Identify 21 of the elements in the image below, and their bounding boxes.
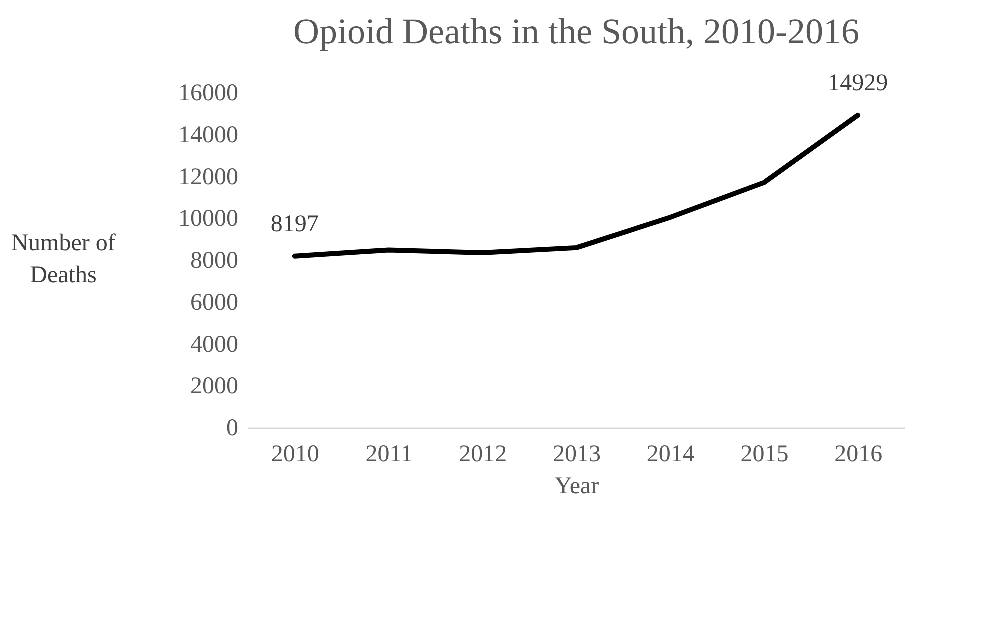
x-tick-label: 2011: [366, 442, 413, 468]
text: 14929: [828, 70, 888, 96]
x-tick-label: 2015: [740, 442, 789, 468]
x-tick-label: 2012: [459, 442, 508, 468]
x-axis-title: Year: [554, 474, 600, 500]
y-tick-label: 0: [226, 416, 238, 442]
y-tick-label: 6000: [190, 290, 238, 316]
x-tick-label: 2010: [271, 442, 320, 468]
chart-title: Opioid Deaths in the South, 2010-2016: [294, 11, 860, 52]
y-tick-label: 8000: [190, 248, 238, 274]
y-axis-title: Number of Deaths: [11, 230, 116, 288]
x-tick-label: 2016: [834, 442, 883, 468]
x-tick-label: 2013: [553, 442, 601, 468]
y-tick-label: 16000: [178, 80, 238, 106]
x-tick-label: 2014: [646, 442, 695, 468]
y-tick-label: 4000: [190, 332, 238, 358]
y-tick-label: 2000: [190, 374, 238, 400]
y-tick-label: 10000: [178, 206, 238, 232]
y-tick-label: 12000: [178, 164, 238, 190]
text: 8197: [270, 211, 319, 238]
y-tick-label: 14000: [178, 122, 238, 148]
